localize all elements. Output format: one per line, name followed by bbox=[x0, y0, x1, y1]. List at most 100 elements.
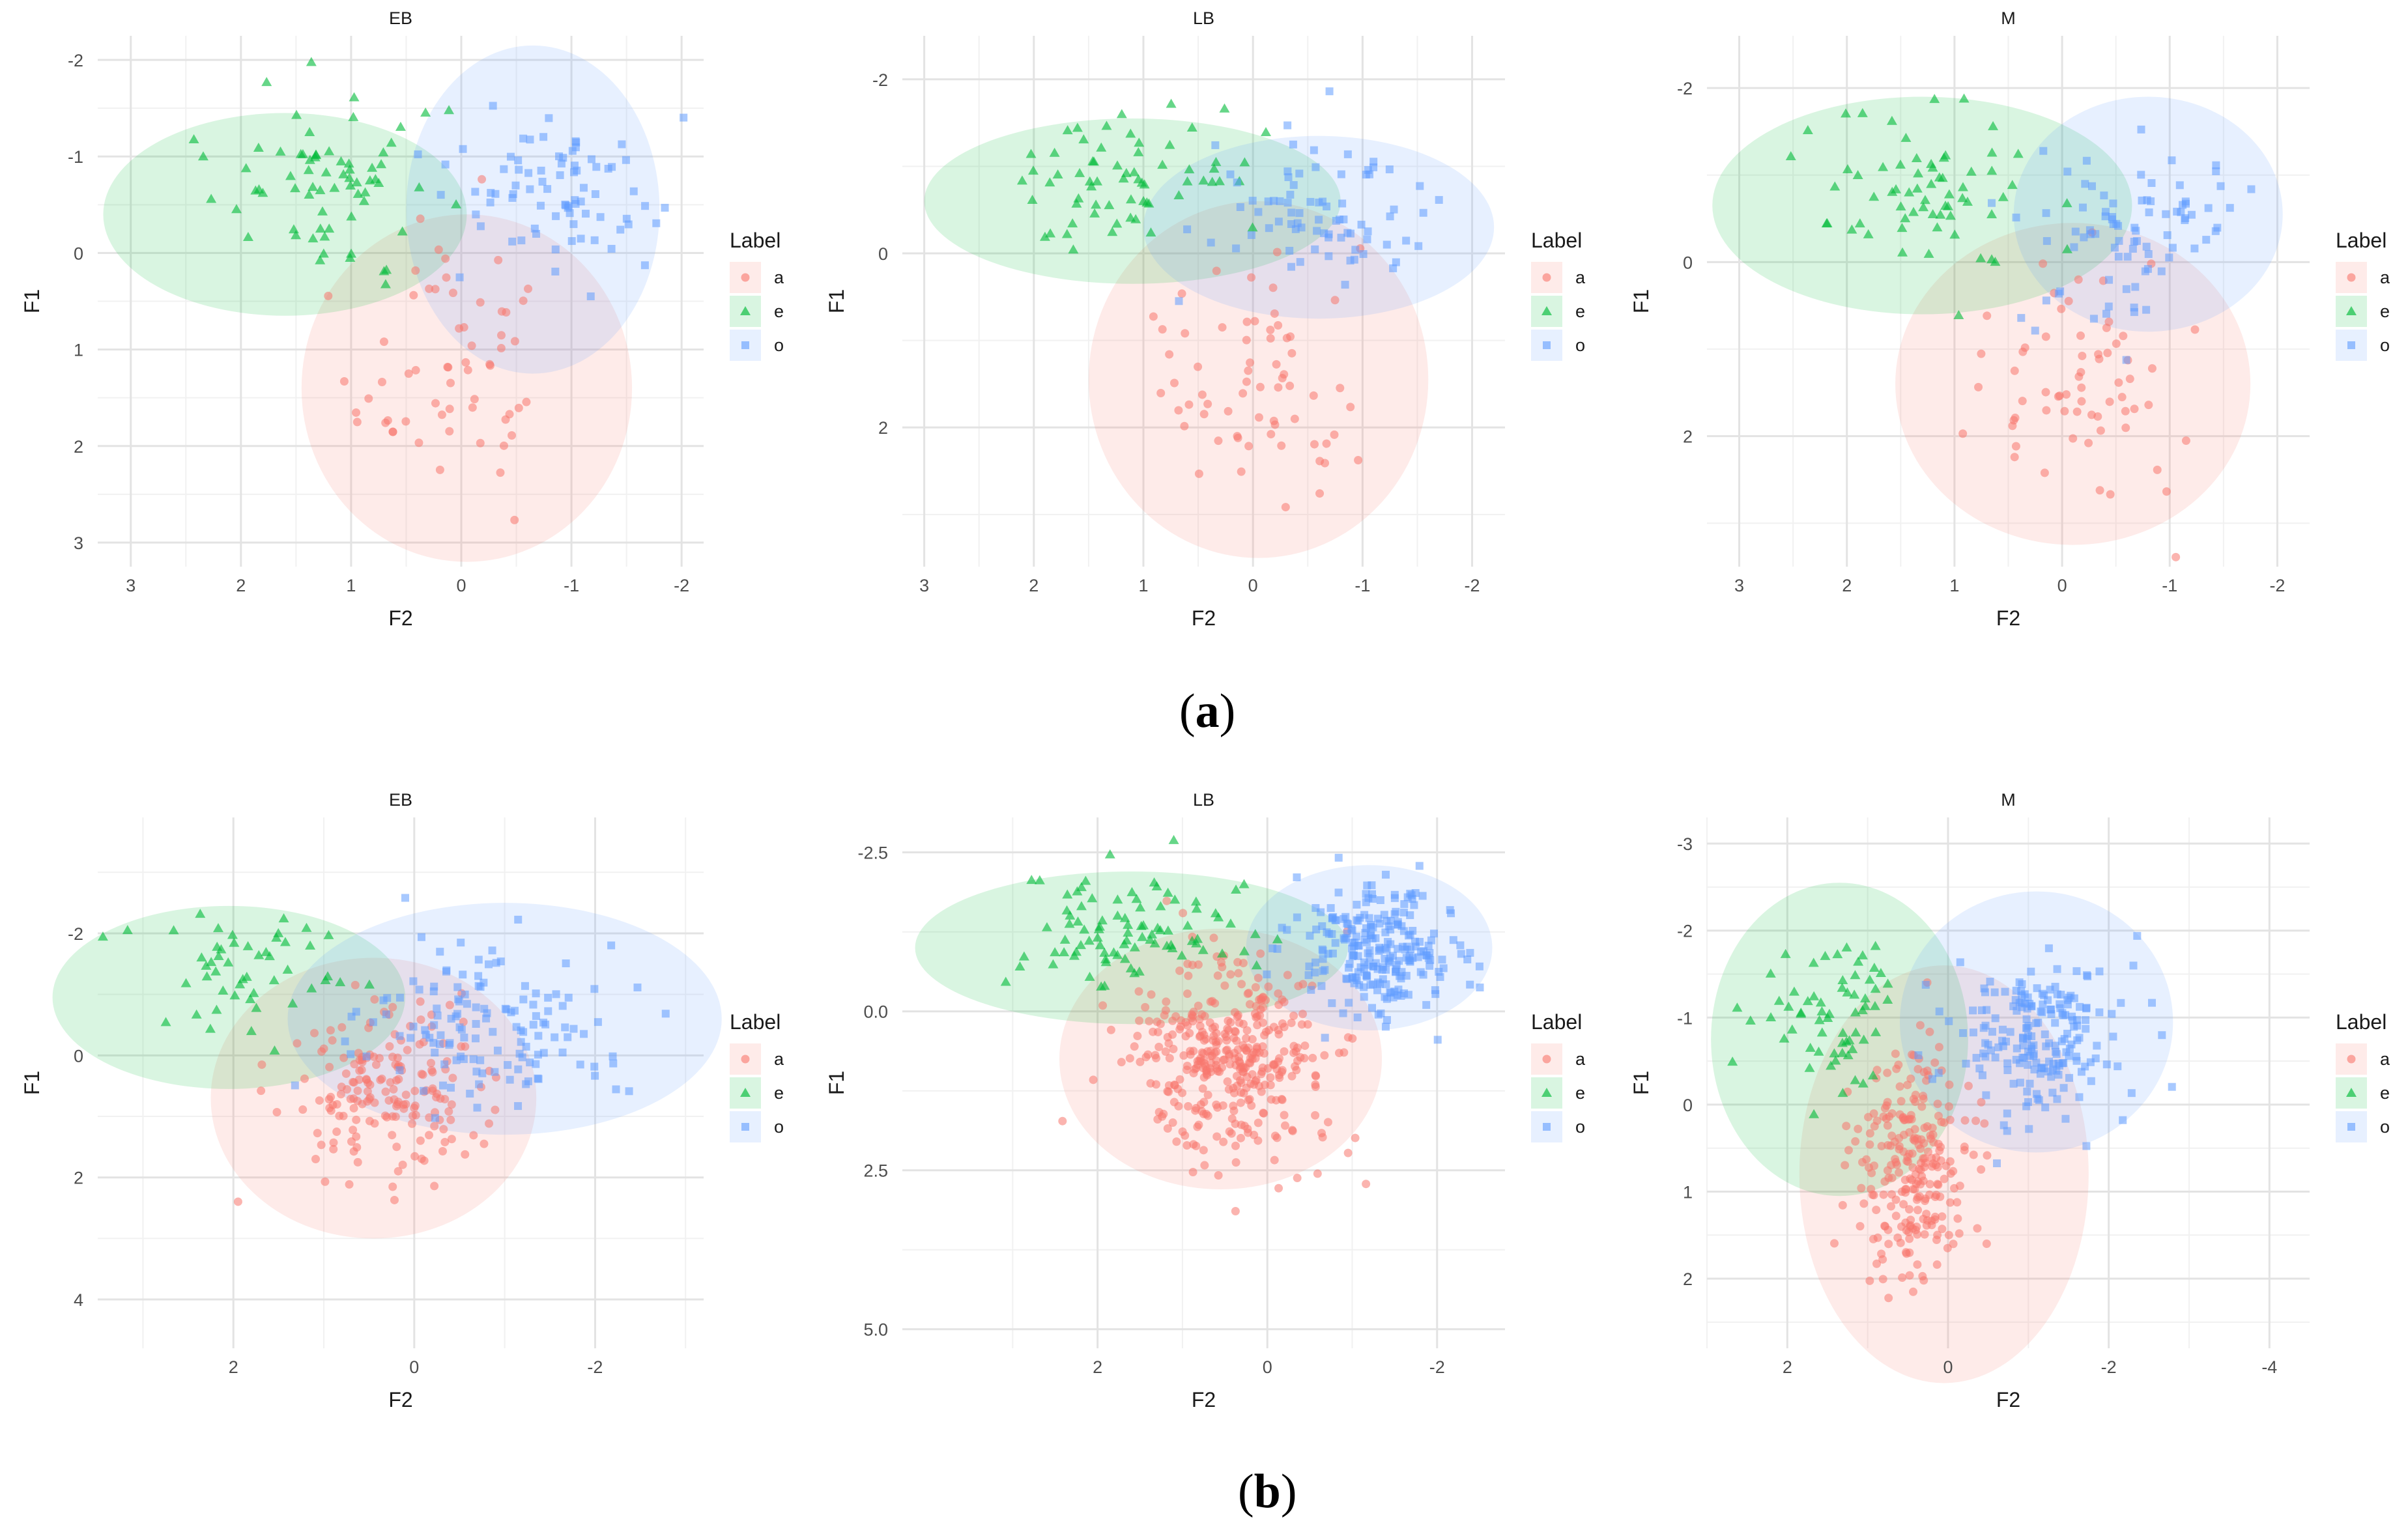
point-o bbox=[2042, 237, 2051, 246]
point-o bbox=[1340, 215, 1348, 223]
point-a bbox=[438, 1146, 447, 1155]
point-a bbox=[467, 341, 476, 350]
point-o bbox=[2130, 223, 2139, 232]
point-o bbox=[1369, 895, 1377, 903]
point-e bbox=[1785, 150, 1796, 160]
point-a bbox=[1212, 1047, 1221, 1056]
x-tick-label: -4 bbox=[2261, 1357, 2277, 1377]
point-e bbox=[1918, 202, 1929, 212]
point-e bbox=[414, 182, 425, 191]
legend-label-o: o bbox=[1575, 335, 1585, 355]
y-tick-label: 2 bbox=[1683, 427, 1693, 447]
point-a bbox=[1215, 1068, 1224, 1077]
point-a bbox=[353, 1157, 362, 1167]
point-a bbox=[1239, 389, 1248, 398]
point-e bbox=[1857, 950, 1868, 959]
x-tick-label: 1 bbox=[1949, 576, 1959, 595]
point-e bbox=[1957, 182, 1968, 191]
point-a bbox=[1266, 334, 1275, 343]
point-a bbox=[1277, 441, 1286, 450]
point-a bbox=[1894, 1060, 1903, 1070]
point-e bbox=[1988, 120, 1999, 130]
point-a bbox=[1163, 1124, 1172, 1133]
point-a bbox=[317, 1140, 326, 1150]
point-a bbox=[1202, 1066, 1211, 1075]
point-e bbox=[1842, 163, 1853, 173]
point-o bbox=[2181, 197, 2190, 206]
point-a bbox=[491, 1105, 500, 1114]
point-e bbox=[1788, 986, 1799, 996]
point-o bbox=[1339, 1009, 1347, 1017]
point-a bbox=[1895, 1110, 1904, 1119]
legend-label-e: e bbox=[774, 302, 784, 321]
point-e bbox=[1869, 1000, 1880, 1010]
point-a bbox=[1058, 1116, 1067, 1126]
point-o bbox=[453, 983, 462, 991]
point-e bbox=[1216, 948, 1227, 958]
point-a bbox=[2147, 364, 2157, 373]
point-a bbox=[1244, 442, 1254, 451]
point-e bbox=[1207, 177, 1218, 186]
point-a bbox=[341, 1069, 351, 1078]
point-e bbox=[1076, 940, 1087, 950]
point-e bbox=[1133, 147, 1144, 156]
point-a bbox=[1919, 1092, 1928, 1101]
point-o bbox=[2190, 244, 2199, 253]
point-o bbox=[1312, 958, 1320, 967]
point-e bbox=[1143, 198, 1154, 208]
point-a bbox=[1169, 378, 1179, 388]
point-a bbox=[431, 285, 440, 294]
point-e bbox=[320, 974, 331, 984]
point-a bbox=[447, 1100, 456, 1109]
point-o bbox=[2108, 213, 2117, 221]
point-a bbox=[1188, 1017, 1197, 1026]
point-o bbox=[2047, 1010, 2056, 1018]
point-o bbox=[2022, 1015, 2031, 1023]
point-o bbox=[1338, 199, 1347, 208]
point-o bbox=[544, 1007, 552, 1015]
point-a bbox=[380, 1111, 390, 1120]
point-e bbox=[206, 957, 217, 967]
point-o bbox=[521, 982, 529, 990]
point-o bbox=[2065, 1073, 2074, 1082]
point-a bbox=[470, 395, 479, 404]
y-tick-label: -3 bbox=[1677, 834, 1693, 854]
point-e bbox=[345, 180, 356, 190]
point-o bbox=[445, 1041, 453, 1049]
point-o bbox=[493, 1046, 502, 1055]
point-e bbox=[378, 147, 389, 157]
point-a bbox=[1239, 1064, 1248, 1073]
point-a bbox=[410, 1152, 420, 1161]
point-e bbox=[248, 987, 259, 997]
point-e bbox=[1162, 925, 1173, 935]
point-a bbox=[1162, 896, 1171, 905]
point-e bbox=[1962, 196, 1973, 206]
point-o bbox=[1306, 931, 1314, 940]
point-e bbox=[1765, 968, 1776, 978]
point-e bbox=[1048, 959, 1059, 969]
point-e bbox=[253, 184, 265, 193]
point-o bbox=[607, 244, 616, 253]
point-a bbox=[1161, 1006, 1170, 1015]
point-a bbox=[1247, 1101, 1256, 1110]
point-o bbox=[591, 1071, 599, 1080]
point-e bbox=[1875, 968, 1886, 978]
point-a bbox=[476, 438, 485, 447]
point-e bbox=[1192, 933, 1203, 943]
point-a bbox=[1877, 1142, 1886, 1151]
point-e bbox=[321, 167, 332, 177]
point-a bbox=[401, 1090, 410, 1099]
point-e bbox=[1943, 189, 1955, 199]
point-a bbox=[1946, 1169, 1955, 1178]
point-a bbox=[1185, 1028, 1194, 1038]
point-e bbox=[1166, 939, 1177, 949]
point-a bbox=[1933, 1099, 1942, 1109]
point-a bbox=[1229, 1088, 1239, 1098]
point-a bbox=[392, 1142, 401, 1152]
point-a bbox=[435, 465, 444, 474]
point-a bbox=[1867, 1169, 1876, 1178]
point-e bbox=[285, 171, 296, 180]
point-a bbox=[2105, 397, 2114, 406]
point-o bbox=[571, 200, 580, 208]
